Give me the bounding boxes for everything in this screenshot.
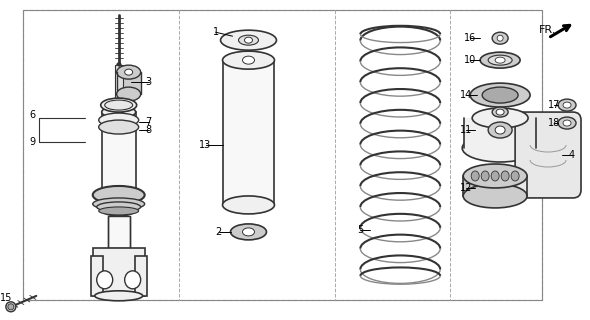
Ellipse shape bbox=[95, 291, 143, 301]
Ellipse shape bbox=[8, 304, 14, 310]
Ellipse shape bbox=[501, 171, 509, 181]
FancyBboxPatch shape bbox=[515, 112, 581, 198]
Ellipse shape bbox=[470, 83, 530, 107]
Bar bbox=[108, 216, 130, 248]
Ellipse shape bbox=[492, 32, 508, 44]
Text: 10: 10 bbox=[464, 55, 476, 65]
Ellipse shape bbox=[563, 102, 571, 108]
Text: 16: 16 bbox=[464, 33, 476, 43]
Bar bbox=[23, 10, 542, 300]
Ellipse shape bbox=[488, 55, 512, 65]
Ellipse shape bbox=[124, 69, 133, 75]
Ellipse shape bbox=[99, 113, 139, 127]
Ellipse shape bbox=[97, 202, 140, 212]
Ellipse shape bbox=[222, 196, 274, 214]
Ellipse shape bbox=[558, 117, 576, 129]
Ellipse shape bbox=[511, 171, 519, 181]
Ellipse shape bbox=[238, 35, 258, 45]
Text: 11: 11 bbox=[460, 125, 473, 135]
Ellipse shape bbox=[97, 271, 113, 289]
Ellipse shape bbox=[124, 271, 140, 289]
Text: 5: 5 bbox=[357, 225, 363, 235]
Ellipse shape bbox=[471, 171, 479, 181]
Text: FR.: FR. bbox=[539, 25, 557, 35]
Bar bbox=[23, 10, 542, 300]
Text: 15: 15 bbox=[0, 293, 12, 303]
Ellipse shape bbox=[101, 98, 137, 112]
Ellipse shape bbox=[117, 87, 140, 101]
Ellipse shape bbox=[480, 52, 520, 68]
Text: 7: 7 bbox=[146, 117, 152, 127]
Bar bbox=[93, 248, 145, 296]
Ellipse shape bbox=[242, 56, 254, 64]
Text: 2: 2 bbox=[215, 227, 222, 237]
Text: 9: 9 bbox=[30, 137, 36, 147]
Bar bbox=[114, 65, 123, 112]
Text: 14: 14 bbox=[460, 90, 473, 100]
Ellipse shape bbox=[491, 171, 499, 181]
Ellipse shape bbox=[231, 224, 267, 240]
Ellipse shape bbox=[463, 184, 527, 208]
Ellipse shape bbox=[104, 100, 133, 110]
Ellipse shape bbox=[497, 35, 503, 41]
Ellipse shape bbox=[244, 37, 253, 43]
Ellipse shape bbox=[99, 207, 139, 215]
Text: 1: 1 bbox=[212, 27, 219, 37]
Ellipse shape bbox=[99, 120, 139, 134]
Bar bbox=[91, 256, 103, 296]
Text: 3: 3 bbox=[146, 77, 152, 87]
Ellipse shape bbox=[472, 108, 528, 128]
Ellipse shape bbox=[495, 126, 505, 134]
Bar bbox=[222, 60, 274, 205]
Ellipse shape bbox=[101, 204, 136, 216]
Ellipse shape bbox=[481, 171, 489, 181]
Bar bbox=[117, 72, 140, 94]
Ellipse shape bbox=[563, 120, 571, 126]
Bar bbox=[463, 176, 527, 196]
Ellipse shape bbox=[463, 164, 527, 188]
Ellipse shape bbox=[488, 122, 512, 138]
Text: 6: 6 bbox=[30, 110, 36, 120]
Ellipse shape bbox=[495, 57, 505, 63]
Ellipse shape bbox=[558, 99, 576, 111]
Ellipse shape bbox=[482, 87, 518, 103]
Text: 12: 12 bbox=[460, 183, 473, 193]
Bar bbox=[464, 118, 536, 150]
Ellipse shape bbox=[93, 198, 145, 210]
Bar bbox=[135, 256, 147, 296]
Ellipse shape bbox=[492, 107, 508, 117]
Text: 17: 17 bbox=[548, 100, 560, 110]
Ellipse shape bbox=[93, 186, 145, 204]
Ellipse shape bbox=[222, 51, 274, 69]
Ellipse shape bbox=[6, 302, 16, 312]
Ellipse shape bbox=[117, 65, 140, 79]
Text: 4: 4 bbox=[569, 150, 575, 160]
Ellipse shape bbox=[221, 30, 277, 50]
Ellipse shape bbox=[101, 106, 136, 118]
Text: 18: 18 bbox=[548, 118, 560, 128]
Bar bbox=[101, 112, 136, 210]
Text: 13: 13 bbox=[199, 140, 212, 150]
Text: 8: 8 bbox=[146, 125, 152, 135]
Ellipse shape bbox=[462, 134, 538, 162]
Ellipse shape bbox=[242, 228, 254, 236]
Ellipse shape bbox=[496, 109, 504, 115]
